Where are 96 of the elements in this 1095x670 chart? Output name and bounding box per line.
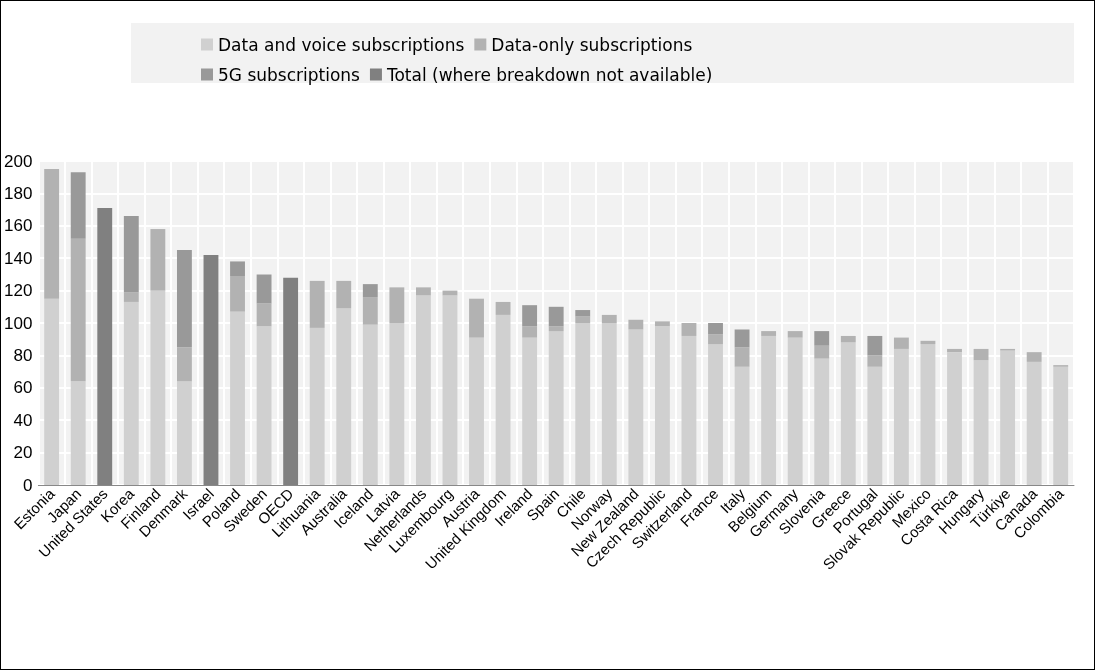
bar: [389, 287, 405, 323]
bar: [548, 331, 564, 485]
bar: [654, 326, 670, 485]
bar: [415, 287, 431, 296]
bar: [681, 323, 697, 336]
bar: [708, 323, 723, 335]
bar: [734, 347, 750, 367]
bar: [893, 337, 909, 349]
bar: [150, 229, 166, 291]
y-tick-label: 160: [3, 216, 33, 236]
bar: [415, 295, 431, 485]
bar: [814, 358, 830, 485]
y-tick-label: 20: [13, 443, 33, 463]
bar: [389, 323, 405, 485]
bar: [814, 331, 830, 346]
bar: [601, 314, 617, 323]
bar: [256, 303, 272, 327]
bar: [150, 290, 166, 485]
bar: [70, 172, 86, 239]
y-tick-label: 180: [3, 183, 33, 203]
bar: [1000, 350, 1016, 485]
bar: [336, 280, 352, 309]
bar: [628, 319, 644, 330]
legend-label: Data and voice subscriptions: [218, 34, 465, 55]
bar: [256, 326, 272, 485]
y-tick-label: 140: [3, 248, 33, 268]
bar: [522, 326, 538, 338]
bar: [708, 344, 723, 485]
y-tick-label: 40: [13, 410, 33, 430]
bar: [230, 311, 245, 485]
bar: [495, 314, 511, 485]
legend-label: 5G subscriptions: [218, 64, 361, 85]
bar: [442, 295, 458, 485]
bar: [708, 334, 723, 345]
bar: [70, 381, 86, 485]
y-tick-label: 100: [3, 313, 33, 333]
bar: [654, 321, 670, 327]
bar: [123, 301, 139, 485]
bar: [44, 298, 60, 485]
bar: [256, 274, 272, 304]
bar: [176, 250, 192, 348]
bar: [548, 326, 564, 332]
bar: [522, 337, 538, 485]
bar: [522, 305, 538, 327]
bar: [893, 348, 909, 485]
bar: [469, 298, 484, 338]
y-tick-label: 0: [22, 475, 33, 495]
bar: [123, 292, 139, 302]
bar: [70, 238, 86, 382]
legend-label: Total (where breakdown not available): [385, 64, 713, 85]
bar: [1026, 352, 1042, 362]
bar: [973, 348, 989, 361]
bar: [787, 337, 803, 485]
bar: [362, 297, 378, 325]
bar: [176, 347, 192, 382]
bar: [575, 316, 591, 323]
bar: [628, 329, 644, 485]
y-tick-label: 120: [3, 281, 33, 301]
bar: [495, 301, 511, 315]
bar: [867, 355, 883, 367]
bar: [734, 329, 750, 348]
bar: [469, 337, 484, 485]
bar: [973, 360, 989, 485]
bar: [867, 335, 883, 356]
bar: [920, 344, 936, 485]
bar: [1053, 366, 1069, 485]
bar: [230, 276, 245, 312]
legend-label: Data-only subscriptions: [491, 34, 693, 55]
bar: [44, 169, 60, 299]
bar: [947, 352, 962, 485]
bar: [309, 280, 325, 328]
bar: [761, 335, 777, 485]
bar: [336, 308, 352, 485]
bar: [230, 261, 245, 277]
bar: [548, 306, 564, 327]
bar: [309, 327, 325, 485]
y-tick-label: 80: [13, 345, 33, 365]
bar: [575, 310, 591, 317]
bar: [362, 324, 378, 485]
bar: [840, 342, 856, 485]
bar: [947, 348, 962, 353]
bar: [840, 335, 856, 343]
bar: [814, 345, 830, 359]
bar: [1026, 361, 1042, 485]
bar: [362, 284, 378, 298]
bar: [575, 323, 591, 485]
bar: [123, 216, 139, 293]
y-tick-label: 200: [3, 151, 33, 171]
bar: [787, 331, 803, 338]
bar: [176, 381, 192, 485]
y-tick-label: 60: [13, 378, 33, 398]
bar: [601, 323, 617, 485]
bar: [734, 366, 750, 485]
bar: [761, 331, 777, 336]
bar: [867, 366, 883, 485]
bar: [681, 335, 697, 485]
